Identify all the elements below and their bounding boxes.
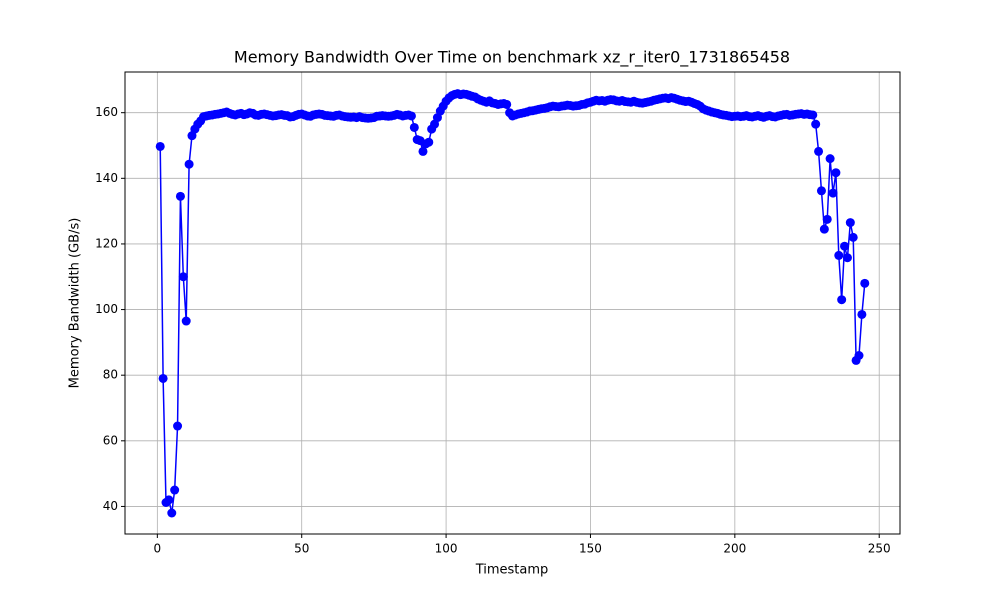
data-point: [178, 272, 188, 282]
data-point: [409, 122, 419, 132]
data-point: [418, 146, 428, 156]
grid: 0 50 100 150 200 250 40 60 80 100 120 140 160: [95, 72, 900, 556]
x-tick-label: 100: [435, 542, 458, 556]
x-axis-label: Timestamp: [475, 563, 549, 578]
data-point: [857, 309, 867, 319]
data-point: [181, 316, 191, 326]
data-point: [808, 110, 818, 120]
data-point: [845, 218, 855, 228]
data-point: [831, 168, 841, 178]
data-point: [158, 373, 168, 383]
data-point: [825, 154, 835, 164]
data-point: [822, 214, 832, 224]
data-point: [173, 421, 183, 431]
x-tick-label: 50: [294, 542, 309, 556]
y-tick-label: 160: [95, 105, 118, 119]
x-tick-label: 200: [723, 542, 746, 556]
x-tick-label: 150: [579, 542, 602, 556]
data-point: [860, 278, 870, 288]
x-tick-label: 250: [868, 542, 891, 556]
data-point: [424, 137, 434, 147]
y-tick-label: 120: [95, 236, 118, 250]
y-tick-label: 140: [95, 171, 118, 185]
data-point: [837, 295, 847, 305]
data-point: [828, 188, 838, 198]
data-point: [814, 146, 824, 156]
data-point: [170, 485, 180, 495]
data-point: [406, 111, 416, 121]
data-point: [502, 99, 512, 109]
data-point: [840, 241, 850, 251]
data-point: [842, 253, 852, 263]
y-tick-label: 80: [103, 368, 118, 382]
data-point: [819, 224, 829, 234]
data-point: [167, 508, 177, 518]
y-axis-label: Memory Bandwidth (GB/s): [68, 218, 83, 389]
data-point: [848, 232, 858, 242]
data-point: [811, 119, 821, 129]
data-point: [155, 141, 165, 151]
data-point: [834, 250, 844, 260]
data-point: [175, 191, 185, 201]
data-point: [164, 495, 174, 505]
data-point: [816, 186, 826, 196]
axes-frame: [124, 71, 901, 535]
x-tick-label: 0: [154, 542, 162, 556]
data-point: [184, 159, 194, 169]
y-tick-label: 60: [103, 433, 118, 447]
y-tick-label: 100: [95, 302, 118, 316]
y-tick-label: 40: [103, 499, 118, 513]
plot-area: [155, 89, 870, 518]
data-point: [854, 351, 864, 360]
chart-title: Memory Bandwidth Over Time on benchmark …: [234, 48, 790, 68]
